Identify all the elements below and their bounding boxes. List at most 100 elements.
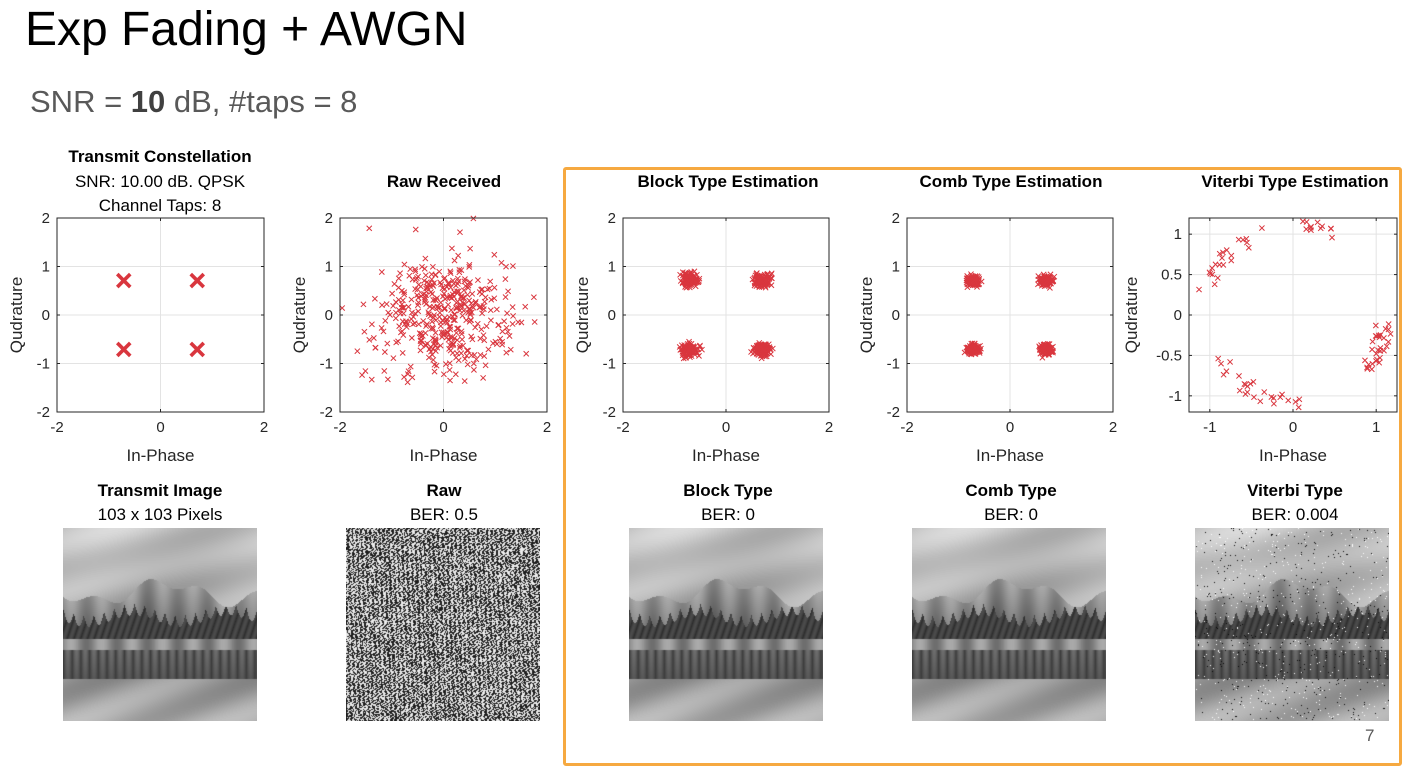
data-point [481, 353, 488, 360]
data-point [1258, 225, 1265, 231]
data-point [1308, 227, 1314, 234]
data-point [503, 263, 509, 270]
data-point [477, 351, 484, 358]
data-point [441, 285, 448, 292]
data-point [415, 308, 422, 315]
data-point [1211, 281, 1218, 288]
data-point [430, 356, 437, 363]
data-point [497, 335, 504, 342]
data-point [390, 355, 397, 362]
y-tick-label: -1 [887, 356, 900, 373]
data-point [441, 305, 448, 312]
data-point [447, 268, 454, 275]
data-point [425, 309, 432, 316]
data-point [458, 303, 465, 310]
data-point [447, 324, 454, 330]
data-point [503, 324, 510, 331]
y-axis-label: Qudrature [290, 277, 309, 354]
data-point [397, 270, 404, 277]
data-point [452, 371, 459, 378]
data-point [415, 294, 422, 301]
data-point [412, 266, 419, 273]
data-point [115, 272, 132, 289]
data-point [421, 265, 428, 272]
data-point [1376, 359, 1383, 366]
data-point [399, 328, 406, 335]
data-point [469, 336, 476, 343]
viterbi-image-ber: BER: 0.004 [1251, 505, 1339, 524]
y-axis-label: Qudrature [857, 277, 876, 354]
data-point [515, 319, 522, 326]
data-point [455, 288, 462, 295]
data-point [478, 326, 485, 333]
data-point [381, 368, 388, 374]
data-point [396, 323, 403, 330]
data-point [487, 317, 494, 324]
data-point [1048, 349, 1055, 356]
data-point [468, 300, 475, 307]
snr-prefix: SNR = [30, 84, 131, 119]
data-point [415, 299, 422, 306]
data-point [470, 360, 477, 367]
data-point [455, 357, 462, 364]
data-point [372, 344, 379, 351]
data-point [430, 341, 437, 348]
data-point [409, 374, 416, 381]
data-point [428, 276, 435, 283]
data-point [378, 269, 385, 275]
data-point [470, 366, 477, 373]
data-point [487, 278, 494, 285]
data-point [1245, 244, 1252, 251]
data-point [680, 349, 687, 356]
data-point [440, 371, 447, 378]
data-point [384, 376, 391, 383]
x-tick-label: 2 [1109, 419, 1117, 436]
data-point [1035, 281, 1041, 288]
data-point [491, 295, 498, 302]
data-point [698, 346, 705, 353]
data-point [683, 354, 690, 361]
data-point [418, 337, 425, 344]
data-point [463, 317, 470, 324]
y-tick-label: 1 [892, 259, 900, 276]
data-point [461, 355, 468, 362]
data-point [456, 344, 463, 351]
x-axis-label: In-Phase [409, 446, 477, 465]
data-point [401, 291, 408, 298]
data-point [368, 321, 375, 328]
data-point [384, 340, 391, 347]
data-point [1368, 366, 1375, 373]
data-point [401, 304, 407, 311]
data-point [1329, 234, 1335, 241]
data-point [437, 319, 444, 326]
block-estimation-plot: -2 0 2 -2 -1 0 1 2 In-Phase Qudrature [573, 210, 833, 465]
data-point [435, 305, 442, 311]
data-point [751, 275, 758, 282]
data-point [189, 341, 206, 358]
data-point [763, 278, 770, 285]
snr-value: 10 [130, 84, 166, 119]
data-point [422, 294, 429, 301]
data-point [523, 350, 530, 357]
data-point [506, 333, 513, 339]
data-point [362, 368, 369, 374]
data-point [446, 294, 453, 301]
data-point [395, 275, 402, 282]
data-point [463, 352, 470, 359]
y-axis-label: Qudrature [1122, 277, 1141, 354]
data-point [408, 309, 415, 316]
data-point [476, 304, 483, 311]
data-point [454, 325, 461, 332]
data-point [361, 328, 368, 335]
data-point [439, 285, 446, 292]
y-tick-label: 0 [42, 307, 50, 324]
data-point [378, 324, 385, 331]
data-point [1364, 364, 1371, 371]
y-tick-label: -2 [37, 404, 50, 421]
data-point [684, 283, 691, 290]
raw-received-plot: -2 0 2 -2 -1 0 1 2 In-Phase Qudrature [290, 210, 551, 465]
data-point [502, 294, 509, 301]
viterbi-estimation-title: Viterbi Type Estimation [1201, 172, 1389, 191]
transmit-image-subtitle: 103 x 103 Pixels [97, 505, 223, 524]
data-point [430, 314, 437, 321]
